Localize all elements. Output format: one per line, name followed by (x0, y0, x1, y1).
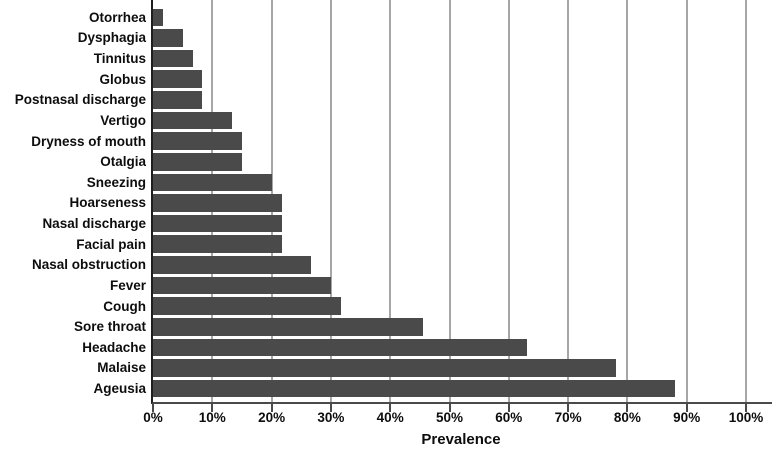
bar (153, 317, 423, 336)
gridline (626, 0, 629, 402)
x-axis-tick-label: 100% (728, 410, 764, 425)
bar-row (153, 69, 772, 90)
gridline (329, 0, 332, 402)
category-label: Globus (99, 71, 147, 87)
bar-row (153, 275, 772, 296)
category-label: Sneezing (86, 174, 146, 190)
x-axis-tick-label: 80% (613, 410, 641, 425)
category-label: Fever (109, 277, 146, 293)
x-axis-tick (389, 404, 392, 412)
x-axis-tick-label: 20% (258, 410, 286, 425)
gridline (507, 0, 510, 402)
category-label: Ageusia (93, 381, 146, 397)
x-axis-tick (745, 404, 747, 412)
bar-row (153, 234, 772, 255)
x-axis-tick-label: 90% (673, 410, 701, 425)
y-axis-category-labels: Otorrhea Dysphagia Tinnitus Globus Postnasal… (0, 0, 146, 402)
category-label: Sore throat (73, 319, 146, 335)
category-label: Otalgia (100, 154, 146, 170)
bar (153, 111, 232, 130)
bar-row (153, 172, 772, 193)
bar-row (153, 378, 772, 399)
x-axis-tick (626, 404, 629, 412)
plot-area (151, 0, 772, 404)
bar-row (153, 110, 772, 131)
bar (153, 152, 242, 171)
category-label: Nasal obstruction (31, 257, 146, 273)
bar (153, 379, 675, 398)
category-label: Nasal discharge (42, 216, 146, 232)
x-axis-tick-label: 0% (143, 410, 163, 425)
x-axis-tick (567, 404, 570, 412)
bar-row (153, 255, 772, 276)
bar (153, 256, 312, 274)
bar (153, 29, 183, 47)
bar-row (153, 213, 772, 234)
bar-row (153, 28, 772, 49)
x-axis-tick (270, 404, 273, 412)
bar (153, 194, 282, 212)
category-label: Dryness of mouth (31, 133, 146, 149)
bar-row (153, 358, 772, 379)
x-axis-tick-label: 70% (554, 410, 582, 425)
category-label: Dysphagia (77, 30, 146, 46)
x-axis-tick-label: 60% (495, 410, 523, 425)
bar (153, 91, 203, 109)
bar (153, 276, 331, 295)
bar (153, 214, 282, 233)
category-label: Facial pain (76, 236, 146, 252)
category-label: Cough (103, 298, 146, 314)
bar (153, 49, 193, 68)
bar-row (153, 7, 772, 28)
category-label: Hoarseness (69, 195, 146, 211)
gridline (567, 0, 570, 402)
x-axis-tick-label: 50% (435, 410, 464, 425)
bar (153, 132, 242, 150)
bar (153, 359, 616, 377)
x-axis-tick (507, 404, 510, 412)
gridline (389, 0, 392, 402)
x-axis-tick (152, 404, 154, 412)
bar-row (153, 316, 772, 337)
category-label: Tinnitus (93, 51, 146, 67)
x-axis-title: Prevalence (421, 431, 501, 448)
bar-row (153, 193, 772, 214)
bars-container (153, 0, 772, 402)
x-axis-tick (211, 404, 214, 412)
bar (153, 173, 272, 192)
gridline (745, 0, 747, 402)
bar-row (153, 48, 772, 69)
x-axis-tick (448, 404, 451, 412)
category-label: Headache (82, 339, 146, 355)
bar-row (153, 337, 772, 358)
bar (153, 235, 282, 253)
gridline (448, 0, 451, 402)
bar-row (153, 90, 772, 111)
x-axis-tick (685, 404, 688, 412)
category-label: Malaise (97, 360, 146, 376)
bar (153, 297, 341, 315)
x-axis-tick (329, 404, 332, 412)
category-label: Postnasal discharge (14, 92, 146, 108)
bar (153, 70, 203, 88)
bar (153, 338, 527, 357)
bar-row (153, 296, 772, 317)
category-label: Vertigo (100, 112, 146, 128)
bar-row (153, 151, 772, 172)
x-axis-tick-label: 30% (317, 410, 345, 425)
gridline (685, 0, 688, 402)
x-axis-tick-label: 40% (376, 410, 404, 425)
category-label: Otorrhea (88, 9, 146, 25)
bar (153, 8, 164, 27)
bar-row (153, 131, 772, 152)
x-axis-tick-label: 10% (198, 410, 226, 425)
